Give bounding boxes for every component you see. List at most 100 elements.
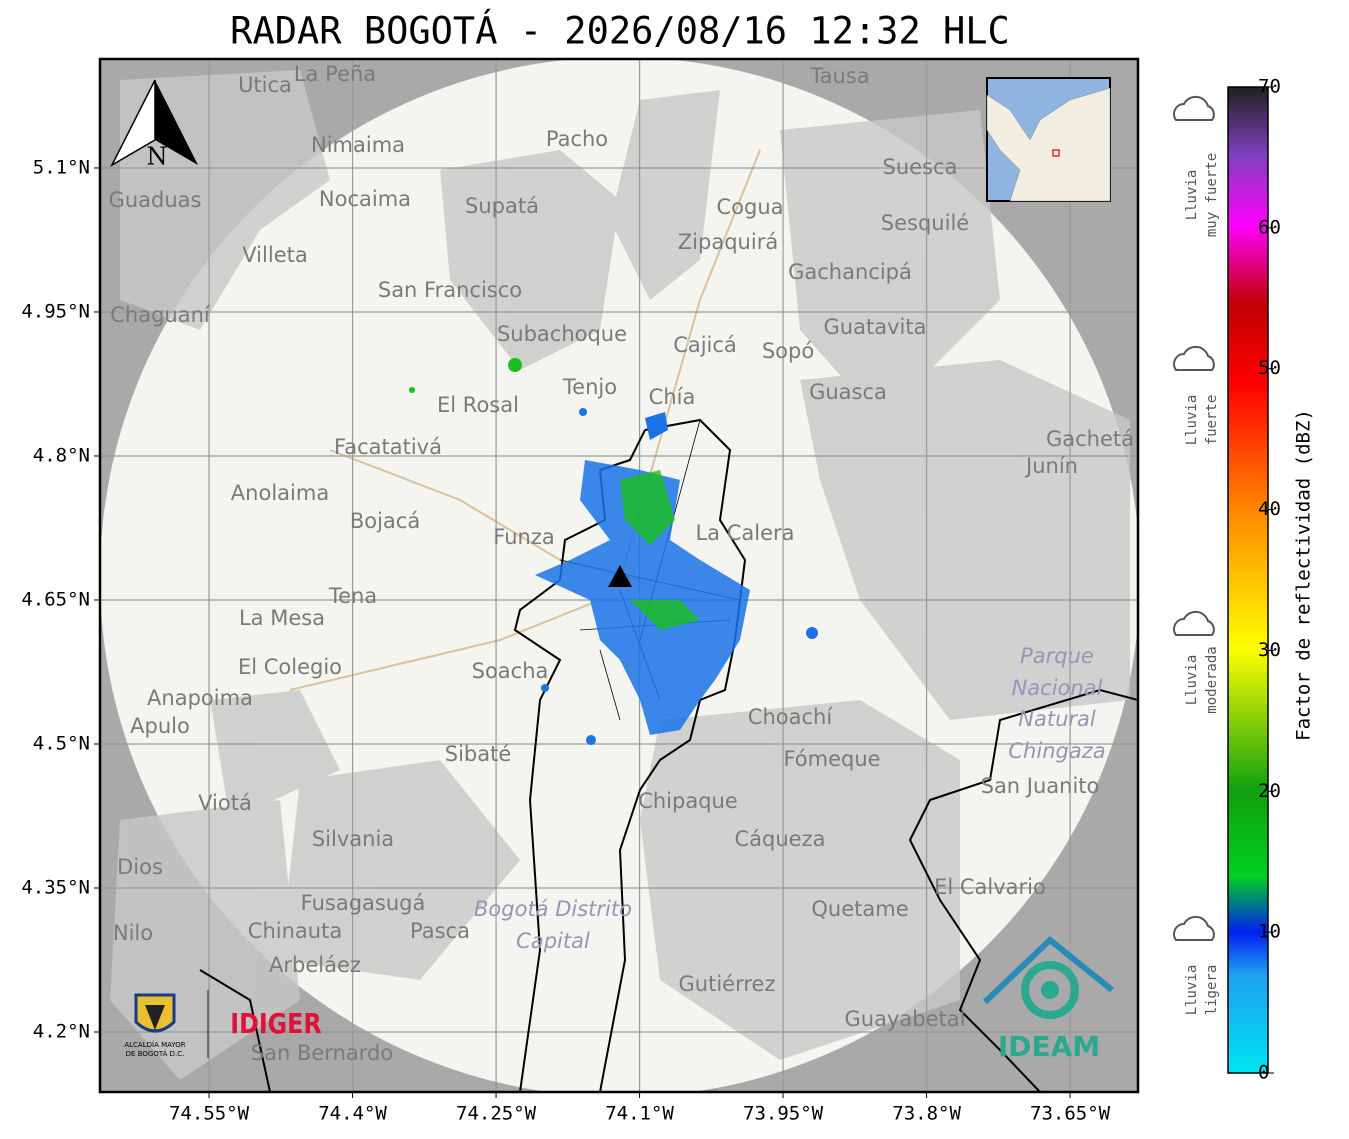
weather-icon: [1173, 345, 1215, 371]
y-tick-label: 4.95°N: [21, 300, 90, 322]
place-name: Guaduas: [109, 188, 202, 212]
colorbar-tick-label: 10: [1258, 921, 1281, 943]
place-name: Nacional: [1012, 676, 1103, 700]
place-name: El Colegio: [238, 655, 342, 679]
place-name: Viotá: [198, 791, 252, 815]
x-tick-label: 73.8°W: [892, 1103, 961, 1125]
inset-map: [986, 77, 1111, 202]
north-arrow: N: [110, 79, 198, 171]
place-name: Cáqueza: [735, 827, 826, 851]
place-name: Capital: [516, 929, 590, 953]
place-name: Gachetá: [1046, 427, 1134, 451]
colorbar-tick-label: 30: [1258, 639, 1281, 661]
legend-label: ligera: [1204, 965, 1220, 1016]
y-tick-label: 4.5°N: [33, 732, 90, 754]
place-name: Sesquilé: [881, 211, 969, 235]
place-name: Arbeláez: [269, 953, 361, 977]
colorbar-tick-label: 40: [1258, 498, 1281, 520]
logo-text: DE BOGOTÁ D.C.: [126, 1049, 185, 1058]
x-tick-label: 73.95°W: [743, 1103, 824, 1125]
place-name: La Mesa: [239, 606, 325, 630]
place-name: Tena: [328, 584, 377, 608]
north-label: N: [147, 143, 168, 171]
place-name: Apulo: [130, 714, 190, 738]
place-name: Nimaima: [311, 133, 405, 157]
place-name: Choachí: [748, 705, 834, 729]
legend-label: moderada: [1204, 646, 1220, 713]
place-name: Silvania: [312, 827, 394, 851]
place-name: Cajicá: [673, 333, 737, 357]
place-name: San Bernardo: [251, 1041, 393, 1065]
y-tick-label: 4.65°N: [21, 588, 90, 610]
place-name: Fusagasugá: [301, 891, 426, 915]
place-name: Dios: [117, 855, 163, 879]
place-name: Sibaté: [445, 742, 512, 766]
place-name: Anapoima: [147, 686, 253, 710]
place-name: Sopó: [762, 339, 814, 363]
place-name: El Rosal: [437, 393, 519, 417]
place-name: Facatativá: [334, 435, 442, 459]
place-name: Utica: [238, 73, 292, 97]
place-name: Nocaima: [319, 187, 411, 211]
place-name: Fómeque: [783, 747, 880, 771]
place-name: Junín: [1024, 454, 1078, 478]
x-tick-label: 73.65°W: [1030, 1103, 1111, 1125]
place-name: Gutiérrez: [679, 972, 776, 996]
colorbar-tick-label: 0: [1258, 1062, 1269, 1084]
place-name: Bojacá: [350, 509, 420, 533]
place-name: Chaguaní: [110, 303, 211, 327]
logo-text: IDEAM: [998, 1030, 1100, 1063]
x-tick-label: 74.55°W: [169, 1103, 250, 1125]
title: RADAR BOGOTÁ - 2026/08/16 12:32 HLC: [230, 9, 1010, 53]
y-tick-label: 4.8°N: [33, 444, 90, 466]
weather-icon: [1173, 610, 1215, 636]
weather-icon: [1173, 95, 1215, 121]
place-name: Funza: [493, 525, 554, 549]
place-name: Chingaza: [1008, 739, 1105, 763]
colorbar-tick-label: 70: [1258, 76, 1281, 98]
place-name: Suesca: [883, 155, 958, 179]
place-name: Natural: [1018, 707, 1096, 731]
logo-text: ALCALDÍA MAYOR: [124, 1040, 185, 1049]
place-name: Nilo: [113, 921, 153, 945]
colorbar: [1227, 86, 1269, 1074]
place-name: Zipaquirá: [678, 230, 778, 254]
logos: ALCALDÍA MAYOR DE BOGOTÁ D.C. IDIGER IDE…: [124, 936, 1114, 1063]
place-name: Guayabetal: [845, 1007, 966, 1031]
place-name: Anolaima: [231, 481, 329, 505]
place-name: Supatá: [465, 194, 539, 218]
x-tick-label: 74.4°W: [318, 1103, 387, 1125]
place-name: Tausa: [809, 64, 869, 88]
place-name: Villeta: [242, 243, 307, 267]
place-name: Pacho: [546, 127, 608, 151]
place-name: El Calvario: [934, 875, 1046, 899]
place-name: Pasca: [410, 919, 470, 943]
colorbar-label: Factor de reflectividad (dBZ): [1293, 409, 1315, 741]
place-name: Chía: [649, 385, 696, 409]
legend-label: Lluvia: [1184, 655, 1200, 706]
logo-text: IDIGER: [230, 1008, 322, 1040]
place-name: Parque: [1020, 644, 1094, 668]
y-tick-label: 5.1°N: [33, 156, 90, 178]
legend-label: Lluvia: [1184, 395, 1200, 446]
x-tick-label: 74.1°W: [605, 1103, 674, 1125]
y-tick-label: 4.35°N: [21, 876, 90, 898]
map-frame: [98, 57, 1140, 1094]
weather-icon: [1173, 915, 1215, 941]
legend-label: fuerte: [1204, 395, 1220, 446]
rain-echoes: [409, 358, 818, 745]
place-name: Quetame: [811, 897, 908, 921]
place-name: Tenjo: [562, 375, 617, 399]
place-name: Gachancipá: [788, 260, 912, 284]
place-name: La Peña: [294, 62, 376, 86]
legend-label: muy fuerte: [1204, 153, 1220, 237]
colorbar-tick-label: 60: [1258, 216, 1281, 238]
place-name: Subachoque: [497, 322, 627, 346]
radar-site: [608, 565, 632, 587]
place-name: Bogotá Distrito: [474, 897, 632, 921]
place-name: Guatavita: [824, 315, 927, 339]
place-name: Chipaque: [638, 789, 738, 813]
colorbar-tick-label: 50: [1258, 357, 1281, 379]
